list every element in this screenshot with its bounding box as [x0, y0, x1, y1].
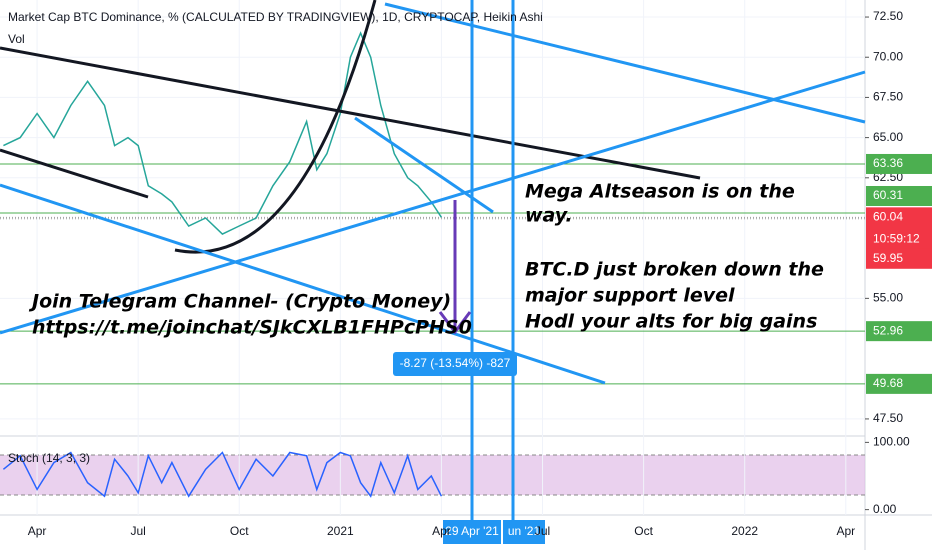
x-tick-label: Apr	[836, 524, 855, 538]
measure-box	[393, 352, 517, 376]
y-tick-label: 67.50	[873, 90, 903, 104]
countdown: 10:59:12	[873, 232, 920, 246]
trend-line	[0, 70, 866, 335]
y-tick-label: 65.00	[873, 130, 903, 144]
y-tick-label: 70.00	[873, 49, 903, 63]
date-tag	[443, 520, 501, 544]
annotation: Join Telegram Channel- (Crypto Money)	[28, 291, 451, 313]
x-tick-label: 2022	[731, 524, 758, 538]
x-tick-label: 2021	[327, 524, 354, 538]
arc	[174, 0, 377, 254]
price-tag-label: 49.68	[873, 376, 903, 390]
price-tag-label: 59.95	[873, 251, 903, 265]
x-tick-label: Jul	[130, 524, 145, 538]
arrow-head	[438, 311, 472, 335]
annotation: BTC.D just broken down the	[525, 259, 824, 281]
y-tick-label: 72.50	[873, 9, 903, 23]
trend-line	[354, 116, 494, 214]
volume-label: Vol	[8, 32, 25, 46]
price-tag	[866, 248, 932, 269]
annotation: https://t.me/joinchat/SJkCXLB1FHPcPHS0	[32, 317, 472, 339]
price-tag	[866, 153, 932, 174]
y2-tick-label: 0.00	[873, 502, 897, 516]
date-tag-label: un '21	[508, 524, 541, 538]
trend-line	[384, 2, 866, 124]
x-tick-label: Jul	[535, 524, 550, 538]
x-tick-label: Apr	[432, 524, 451, 538]
price-tag-label: 60.31	[873, 188, 903, 202]
price-tag	[866, 321, 932, 342]
trend-line	[0, 183, 606, 385]
stoch-band	[0, 455, 865, 495]
date-tag-label: 29 Apr '21	[445, 524, 499, 538]
annotation: Mega Altseason is on the	[525, 181, 795, 203]
y2-tick-label: 100.00	[873, 435, 910, 449]
annotation: major support level	[525, 285, 735, 307]
date-tag	[503, 520, 545, 544]
trend-line	[0, 148, 149, 199]
indicator-label: Stoch (14, 3, 3)	[8, 451, 90, 465]
chart-title: Market Cap BTC Dominance, % (CALCULATED …	[8, 10, 543, 24]
y-tick-label: 47.50	[873, 411, 903, 425]
price-tag	[866, 185, 932, 206]
measure-label: -8.27 (-13.54%) -827	[400, 356, 511, 370]
series-line	[3, 31, 443, 236]
price-tag-label: 60.04	[873, 210, 903, 224]
annotation: Hodl your alts for big gains	[525, 311, 817, 333]
price-tag	[866, 373, 932, 394]
y-tick-label: 55.00	[873, 291, 903, 305]
annotation: way.	[525, 205, 573, 227]
x-tick-label: Oct	[230, 524, 249, 538]
price-tag	[866, 207, 932, 252]
x-tick-label: Apr	[28, 524, 47, 538]
series-line	[2, 451, 443, 498]
drawings	[0, 0, 866, 540]
price-tag-label: 63.36	[873, 156, 903, 170]
x-tick-label: Oct	[634, 524, 653, 538]
price-tag-label: 52.96	[873, 323, 903, 337]
